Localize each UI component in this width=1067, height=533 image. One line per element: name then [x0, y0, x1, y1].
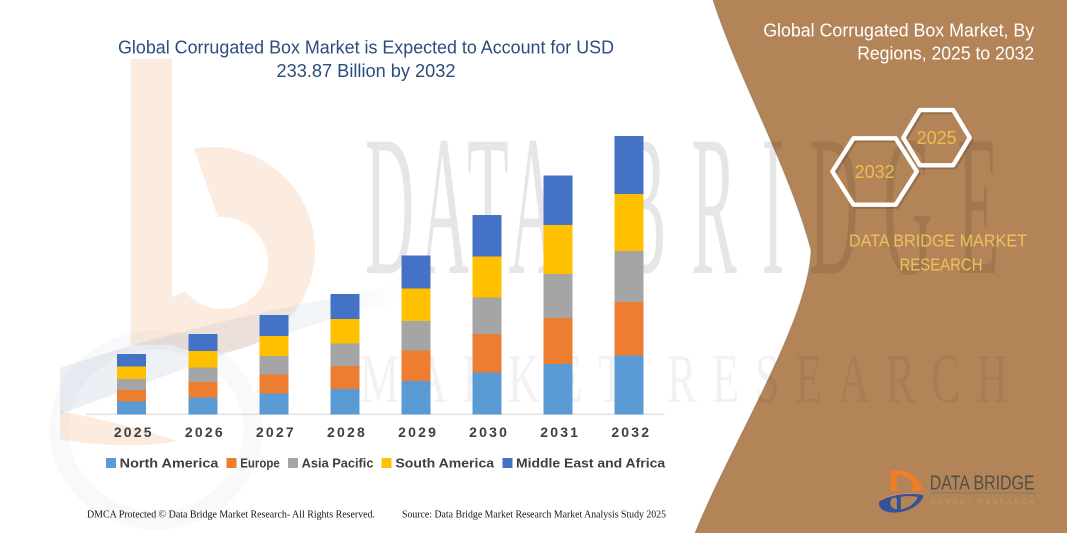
- svg-text:233.87 Billion by 2032: 233.87 Billion by 2032: [277, 61, 456, 81]
- svg-text:Europe: Europe: [240, 457, 279, 471]
- svg-text:Regions, 2025 to 2032: Regions, 2025 to 2032: [857, 43, 1034, 64]
- svg-text:North America: North America: [120, 457, 220, 471]
- svg-text:2031: 2031: [540, 424, 580, 440]
- svg-text:Middle East and Africa: Middle East and Africa: [516, 457, 666, 471]
- svg-text:2032: 2032: [855, 162, 895, 182]
- svg-text:Global Corrugated Box Market,: Global Corrugated Box Market, By: [763, 19, 1035, 40]
- svg-text:MARKET RESEARCH: MARKET RESEARCH: [930, 497, 1035, 506]
- svg-text:2032: 2032: [611, 424, 651, 440]
- svg-text:2027: 2027: [256, 424, 296, 440]
- svg-text:DMCA Protected © Data Bridge M: DMCA Protected © Data Bridge Market Rese…: [87, 510, 375, 521]
- svg-text:RESEARCH: RESEARCH: [900, 254, 983, 274]
- svg-text:Asia Pacific: Asia Pacific: [302, 457, 374, 471]
- svg-text:2028: 2028: [327, 424, 367, 440]
- svg-text:MARKET RESEARCH: MARKET RESEARCH: [360, 340, 1008, 418]
- svg-text:2026: 2026: [185, 424, 225, 440]
- svg-text:DATA BRIDGE MARKET: DATA BRIDGE MARKET: [849, 231, 1027, 251]
- svg-text:South America: South America: [395, 457, 495, 471]
- svg-text:Global Corrugated Box Market i: Global Corrugated Box Market is Expected…: [118, 37, 614, 57]
- svg-text:DATA BRIDGE: DATA BRIDGE: [930, 473, 1035, 495]
- svg-text:Source: Data Bridge Market Res: Source: Data Bridge Market Research Mark…: [402, 510, 666, 521]
- svg-text:2029: 2029: [398, 424, 438, 440]
- svg-text:2030: 2030: [469, 424, 509, 440]
- svg-text:2025: 2025: [114, 424, 154, 440]
- svg-text:2025: 2025: [917, 128, 957, 148]
